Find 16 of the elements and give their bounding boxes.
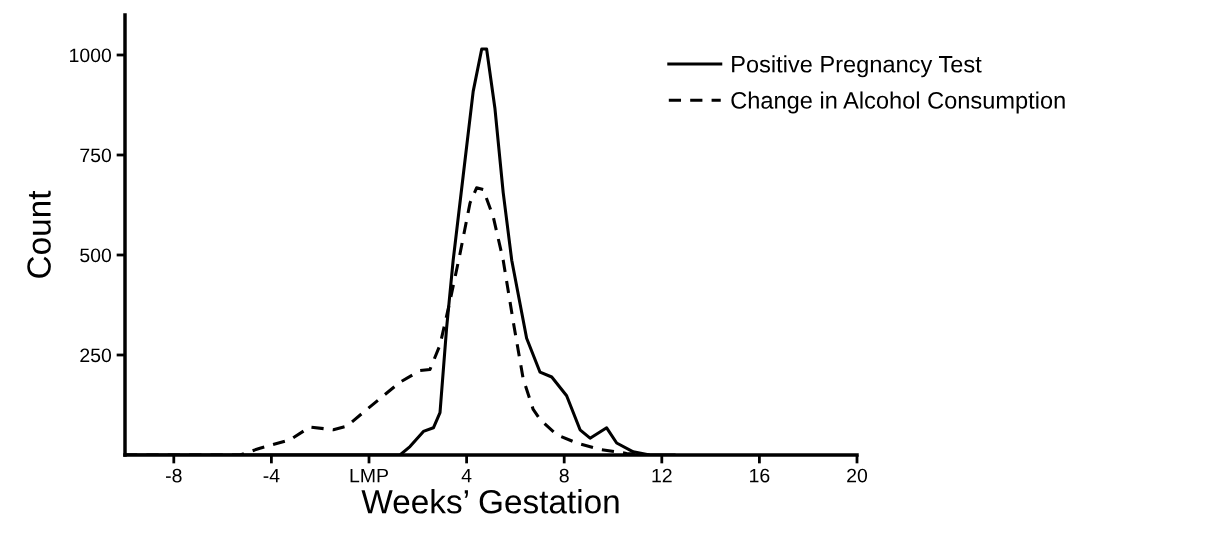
x-tick-label: 8 [559, 468, 569, 483]
x-axis-title: Weeks’ Gestation [361, 489, 619, 514]
y-tick-label: 250 [80, 348, 112, 363]
x-tick-label: 20 [847, 468, 868, 483]
y-tick-label: 750 [80, 148, 112, 163]
legend-label: Positive Pregnancy Test [732, 55, 982, 78]
x-tick-label: 16 [750, 468, 770, 483]
y-tick-label: 1000 [70, 48, 112, 63]
y-axis-title: Count [27, 190, 51, 278]
legend-label: Change in Alcohol Consumption [731, 91, 1065, 114]
x-tick-label: LMP [350, 468, 388, 483]
y-tick-label: 500 [80, 248, 112, 263]
x-tick-label: -4 [263, 468, 280, 483]
x-tick-label: -8 [166, 468, 182, 483]
x-tick-label: 12 [652, 468, 672, 483]
x-tick-label: 4 [461, 468, 472, 483]
